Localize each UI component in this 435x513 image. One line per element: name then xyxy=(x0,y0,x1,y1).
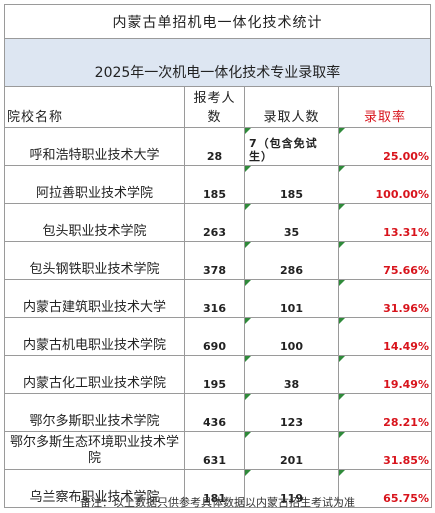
cell-admitted[interactable]: 35 xyxy=(244,203,339,242)
cell-admitted[interactable]: 101 xyxy=(244,279,339,318)
cell-admission-rate[interactable]: 13.31% xyxy=(338,203,432,242)
cell-admission-rate[interactable]: 19.49% xyxy=(338,355,432,394)
cell-school-name[interactable]: 呼和浩特职业技术大学 xyxy=(4,127,185,166)
cell-rate-text: 100.00% xyxy=(375,188,429,201)
cell-applicants[interactable]: 690 xyxy=(184,317,245,356)
cell-marker-icon xyxy=(339,242,345,248)
cell-marker-icon xyxy=(245,204,251,210)
cell-applicants[interactable]: 378 xyxy=(184,241,245,280)
cell-applicants[interactable]: 195 xyxy=(184,355,245,394)
table-row: 包头钢铁职业技术学院 378 286 75.66% xyxy=(4,241,432,280)
cell-marker-icon xyxy=(245,166,251,172)
cell-marker-icon xyxy=(339,166,345,172)
cell-marker-icon xyxy=(245,470,251,476)
cell-rate-text: 31.85% xyxy=(383,454,429,467)
cell-admission-rate[interactable]: 65.75% xyxy=(338,469,432,508)
cell-admitted-text: 123 xyxy=(280,416,303,429)
cell-marker-icon xyxy=(245,432,251,438)
table-row: 内蒙古建筑职业技术大学 316 101 31.96% xyxy=(4,279,432,318)
cell-school-name[interactable]: 鄂尔多斯职业技术学院 xyxy=(4,393,185,432)
cell-marker-icon xyxy=(245,128,251,134)
cell-admitted[interactable]: 201 xyxy=(244,431,339,470)
table-row: 鄂尔多斯生态环境职业技术学院 631 201 31.85% xyxy=(4,431,432,470)
table-row: 包头职业技术学院 263 35 13.31% xyxy=(4,203,432,242)
cell-school-name[interactable]: 鄂尔多斯生态环境职业技术学院 xyxy=(4,431,185,470)
cell-admission-rate[interactable]: 31.96% xyxy=(338,279,432,318)
cell-school-name[interactable]: 内蒙古机电职业技术学院 xyxy=(4,317,185,356)
cell-admitted[interactable]: 100 xyxy=(244,317,339,356)
cell-admission-rate[interactable]: 31.85% xyxy=(338,431,432,470)
cell-marker-icon xyxy=(339,470,345,476)
admission-table: 院校名称 报考人数 录取人数 录取率 呼和浩特职业技术大学 28 7（包含免试生… xyxy=(4,86,432,508)
cell-admitted[interactable]: 7（包含免试生） xyxy=(244,127,339,166)
cell-school-name[interactable]: 包头钢铁职业技术学院 xyxy=(4,241,185,280)
cell-marker-icon xyxy=(339,204,345,210)
cell-rate-text: 75.66% xyxy=(383,264,429,277)
cell-admission-rate[interactable]: 28.21% xyxy=(338,393,432,432)
cell-admitted-text: 119 xyxy=(280,492,303,505)
cell-admission-rate[interactable]: 100.00% xyxy=(338,165,432,204)
table-row: 鄂尔多斯职业技术学院 436 123 28.21% xyxy=(4,393,432,432)
cell-applicants[interactable]: 28 xyxy=(184,127,245,166)
cell-admission-rate[interactable]: 14.49% xyxy=(338,317,432,356)
cell-marker-icon xyxy=(245,280,251,286)
cell-admission-rate[interactable]: 25.00% xyxy=(338,127,432,166)
cell-applicants[interactable]: 185 xyxy=(184,165,245,204)
table-row: 阿拉善职业技术学院 185 185 100.00% xyxy=(4,165,432,204)
cell-marker-icon xyxy=(339,356,345,362)
cell-admitted[interactable]: 38 xyxy=(244,355,339,394)
cell-admitted-text: 101 xyxy=(280,302,303,315)
cell-admission-rate[interactable]: 75.66% xyxy=(338,241,432,280)
table-row: 内蒙古机电职业技术学院 690 100 14.49% xyxy=(4,317,432,356)
header-admission-rate[interactable]: 录取率 xyxy=(338,86,432,128)
cell-school-name[interactable]: 内蒙古化工职业技术学院 xyxy=(4,355,185,394)
cell-marker-icon xyxy=(245,242,251,248)
cell-marker-icon xyxy=(245,356,251,362)
header-applicants[interactable]: 报考人数 xyxy=(184,86,245,128)
cell-marker-icon xyxy=(245,318,251,324)
cell-rate-text: 28.21% xyxy=(383,416,429,429)
cell-applicants[interactable]: 316 xyxy=(184,279,245,318)
cell-rate-text: 13.31% xyxy=(383,226,429,239)
table-row: 内蒙古化工职业技术学院 195 38 19.49% xyxy=(4,355,432,394)
header-row: 院校名称 报考人数 录取人数 录取率 xyxy=(4,86,432,128)
cell-school-name[interactable]: 包头职业技术学院 xyxy=(4,203,185,242)
sheet-title: 内蒙古单招机电一体化技术统计 xyxy=(4,4,431,38)
cell-school-name[interactable]: 阿拉善职业技术学院 xyxy=(4,165,185,204)
cell-marker-icon xyxy=(245,394,251,400)
cell-admitted[interactable]: 123 xyxy=(244,393,339,432)
table-row: 呼和浩特职业技术大学 28 7（包含免试生） 25.00% xyxy=(4,127,432,166)
cell-admitted-text: 100 xyxy=(280,340,303,353)
header-school-name[interactable]: 院校名称 xyxy=(4,86,185,128)
header-admitted[interactable]: 录取人数 xyxy=(244,86,339,128)
cell-admitted-text: 35 xyxy=(283,226,300,239)
cell-rate-text: 19.49% xyxy=(383,378,429,391)
cell-marker-icon xyxy=(339,432,345,438)
table-row: 乌兰察布职业技术学院 181 119 65.75% xyxy=(4,469,432,508)
cell-rate-text: 25.00% xyxy=(383,150,429,163)
cell-school-name[interactable]: 乌兰察布职业技术学院 xyxy=(4,469,185,508)
cell-marker-icon xyxy=(339,394,345,400)
cell-admitted[interactable]: 185 xyxy=(244,165,339,204)
cell-school-name[interactable]: 内蒙古建筑职业技术大学 xyxy=(4,279,185,318)
cell-marker-icon xyxy=(339,318,345,324)
cell-admitted-text: 286 xyxy=(280,264,303,277)
cell-admitted[interactable]: 286 xyxy=(244,241,339,280)
cell-applicants[interactable]: 263 xyxy=(184,203,245,242)
cell-applicants[interactable]: 436 xyxy=(184,393,245,432)
cell-applicants[interactable]: 181 xyxy=(184,469,245,508)
cell-rate-text: 31.96% xyxy=(383,302,429,315)
footer-note: 备注：以上数据只供参考具体数据以内蒙古招生考试为准 xyxy=(80,496,355,509)
cell-admitted-text: 7（包含免试生） xyxy=(249,137,318,163)
cell-applicants[interactable]: 631 xyxy=(184,431,245,470)
sheet-subtitle: 2025年一次机电一体化技术专业录取率 xyxy=(4,38,431,86)
cell-admitted-text: 38 xyxy=(283,378,300,391)
cell-marker-icon xyxy=(339,128,345,134)
cell-rate-text: 65.75% xyxy=(383,492,429,505)
cell-admitted-text: 185 xyxy=(280,188,303,201)
cell-marker-icon xyxy=(339,280,345,286)
cell-admitted-text: 201 xyxy=(280,454,303,467)
cell-rate-text: 14.49% xyxy=(383,340,429,353)
